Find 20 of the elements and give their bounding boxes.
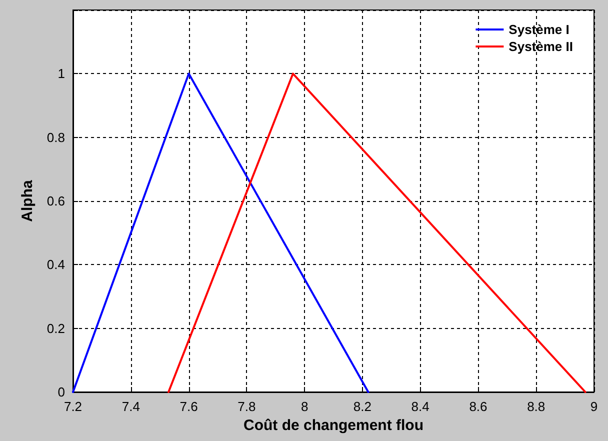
y-tick-label: 1 <box>58 66 65 82</box>
x-axis-title: Coût de changement flou <box>244 417 424 434</box>
x-tick-label: 7.8 <box>238 399 256 414</box>
legend-label: Système II <box>508 39 574 54</box>
x-tick-label: 8.6 <box>469 399 488 414</box>
y-axis-title: Alpha <box>19 180 36 222</box>
y-tick-label: 0.2 <box>46 320 65 336</box>
y-tick-label: 0.8 <box>46 130 65 145</box>
x-tick-label: 8.8 <box>527 399 546 414</box>
x-tick-label: 8 <box>300 399 308 414</box>
x-tick-label: 9 <box>590 399 598 414</box>
x-tick-label: 8.4 <box>411 399 430 414</box>
y-tick-label: 0.6 <box>46 194 65 208</box>
x-tick-label: 7.2 <box>64 399 82 414</box>
y-tick-label: 0.4 <box>46 257 65 272</box>
x-tick-label: 7.4 <box>122 399 140 414</box>
legend-label: Système I <box>508 22 570 37</box>
y-tick-label: 0 <box>58 384 65 400</box>
x-tick-label: 7.6 <box>180 399 198 414</box>
x-tick-label: 8.2 <box>353 399 372 414</box>
